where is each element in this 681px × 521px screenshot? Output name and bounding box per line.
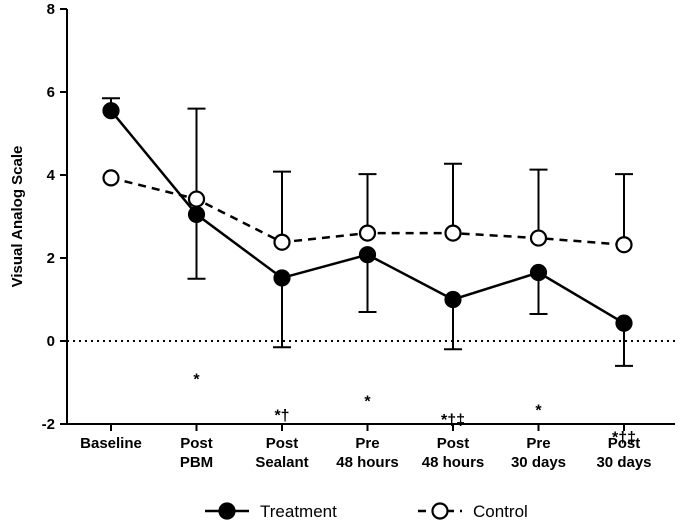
point-treatment bbox=[273, 269, 291, 287]
x-tick-label: Post 30 days bbox=[596, 435, 651, 471]
legend-label: Control bbox=[473, 502, 528, 521]
x-tick-label: Pre 48 hours bbox=[336, 435, 399, 471]
y-tick-label: 8 bbox=[47, 1, 55, 18]
point-control bbox=[102, 169, 120, 187]
point-control bbox=[187, 190, 206, 208]
x-tick-label: Pre 30 days bbox=[511, 435, 566, 471]
x-tick-label: Post 48 hours bbox=[422, 435, 485, 471]
x-tick-label: Post PBM bbox=[180, 435, 213, 471]
point-control bbox=[444, 224, 462, 242]
annotation-label: * bbox=[535, 403, 542, 420]
annotation-label: *†‡ bbox=[441, 412, 465, 429]
y-tick-label: 6 bbox=[47, 84, 55, 101]
significance-annotations: * *† * *†‡ * *†‡ bbox=[193, 372, 636, 447]
legend-marker-treatment bbox=[218, 502, 236, 520]
y-tick-label: -2 bbox=[42, 416, 55, 433]
annotation-label: * bbox=[193, 372, 200, 389]
legend-marker-control bbox=[431, 502, 449, 520]
y-tick-label: 0 bbox=[47, 333, 55, 350]
annotation-label: *†‡ bbox=[612, 430, 636, 447]
point-control bbox=[529, 229, 548, 247]
annotation-label: * bbox=[364, 394, 371, 411]
point-treatment bbox=[102, 102, 120, 120]
point-control bbox=[273, 233, 291, 251]
legend: Treatment Control bbox=[205, 502, 528, 521]
y-axis-title: Visual Analog Scale bbox=[9, 146, 26, 288]
point-treatment bbox=[358, 246, 377, 264]
point-treatment bbox=[444, 290, 462, 309]
y-tick-label: 2 bbox=[47, 250, 55, 267]
annotation-label: *† bbox=[274, 408, 289, 425]
point-treatment bbox=[529, 263, 548, 282]
error-bars bbox=[102, 97, 633, 367]
point-control bbox=[358, 224, 377, 242]
point-control bbox=[615, 236, 633, 254]
point-treatment bbox=[187, 205, 206, 224]
y-tick-label: 4 bbox=[47, 167, 56, 184]
axes: -2 0 2 4 6 8 Visual Analog Scale Baseline Post PB… bbox=[9, 1, 675, 471]
x-tick-label: Post Sealant bbox=[255, 435, 308, 471]
x-tick-label: Baseline bbox=[80, 435, 142, 452]
legend-label: Treatment bbox=[260, 502, 337, 521]
point-treatment bbox=[615, 314, 633, 332]
series-points bbox=[102, 102, 633, 332]
